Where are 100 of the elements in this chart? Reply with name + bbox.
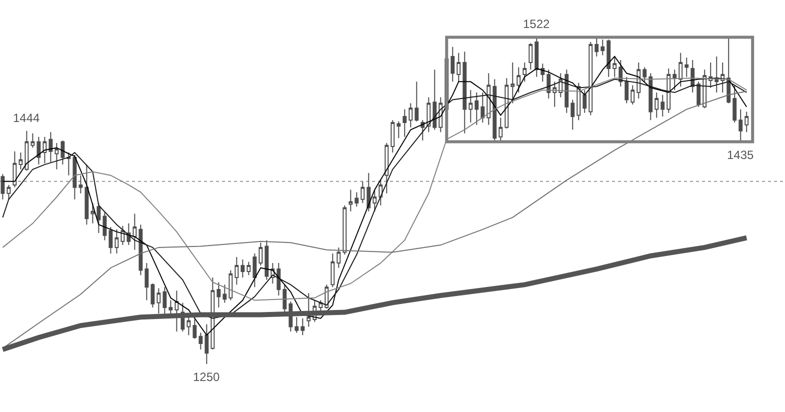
candlestick xyxy=(402,108,407,138)
candlestick xyxy=(90,202,95,224)
candlestick xyxy=(576,82,581,121)
candlestick xyxy=(84,164,89,226)
candlestick xyxy=(372,189,377,212)
candlestick xyxy=(528,42,533,70)
candlestick xyxy=(510,62,515,104)
candlestick xyxy=(354,192,359,208)
candlestick xyxy=(654,92,659,118)
candlestick xyxy=(552,81,557,108)
candlestick xyxy=(420,120,425,142)
candlestick xyxy=(48,132,53,163)
candlestick xyxy=(648,72,653,121)
candlestick xyxy=(474,92,479,126)
candlestick xyxy=(264,240,269,280)
candlestick xyxy=(132,213,137,250)
candlestick xyxy=(54,142,59,170)
candlestick xyxy=(198,332,203,350)
candlestick xyxy=(630,84,635,105)
candlestick xyxy=(708,62,713,88)
candlestick xyxy=(504,78,509,130)
candlestick xyxy=(612,56,617,78)
candlestick xyxy=(738,108,743,142)
candlestick xyxy=(396,120,401,139)
candlestick xyxy=(216,282,221,308)
candlestick xyxy=(696,81,701,108)
candlestick xyxy=(60,140,65,166)
candlestick xyxy=(414,81,419,122)
candlestick xyxy=(432,69,437,130)
candlestick xyxy=(588,42,593,116)
candlestick xyxy=(720,62,725,93)
candlestick xyxy=(330,252,335,288)
candlestick xyxy=(450,46,455,82)
candlestick xyxy=(582,90,587,114)
candlestick xyxy=(666,68,671,114)
candlestick xyxy=(252,252,257,288)
candlestick xyxy=(138,224,143,276)
candlestick xyxy=(0,174,5,200)
candlestick xyxy=(732,84,737,124)
candlestick xyxy=(492,78,497,142)
candlestick xyxy=(174,290,179,332)
candlestick xyxy=(684,57,689,78)
candlestick xyxy=(426,96,431,133)
annotation: 1250 xyxy=(193,370,220,384)
candlestick xyxy=(6,184,11,200)
candlestick xyxy=(390,120,395,154)
candlestick xyxy=(120,225,125,246)
candlestick xyxy=(72,154,77,200)
candlestick xyxy=(18,152,23,170)
candlestick xyxy=(96,202,101,234)
annotation: 1522 xyxy=(523,17,550,31)
candlestick xyxy=(240,258,245,278)
candlestick xyxy=(534,36,539,78)
candlestick xyxy=(540,63,545,82)
candlestick xyxy=(30,132,35,148)
candlestick xyxy=(300,318,305,336)
candlestick xyxy=(360,180,365,204)
candlestick xyxy=(594,38,599,57)
candlestick xyxy=(456,52,461,82)
candlestick xyxy=(36,136,41,166)
candlestick xyxy=(222,284,227,304)
candlestick xyxy=(192,319,197,340)
annotation: 1444 xyxy=(13,111,40,125)
candlestick xyxy=(726,38,731,104)
candlestick xyxy=(378,180,383,206)
candlestick xyxy=(744,111,749,133)
candlestick xyxy=(282,284,287,313)
candlestick xyxy=(714,56,719,93)
candlestick xyxy=(498,117,503,142)
candlestick xyxy=(624,76,629,104)
candlestick xyxy=(462,51,467,134)
candlestick xyxy=(204,324,209,364)
candlestick xyxy=(294,316,299,334)
candlestick xyxy=(606,39,611,78)
candlestick xyxy=(276,262,281,296)
candlestick xyxy=(564,69,569,114)
candlestick xyxy=(306,292,311,328)
candlestick xyxy=(108,226,113,254)
candlestick xyxy=(144,262,149,301)
candlestick xyxy=(348,189,353,212)
candlestick xyxy=(24,130,29,172)
candlestick xyxy=(600,39,605,56)
candlestick xyxy=(342,204,347,256)
candlestick xyxy=(156,288,161,314)
candlestick xyxy=(570,99,575,130)
candlestick xyxy=(522,62,527,82)
candlestick xyxy=(366,172,371,212)
candlestick xyxy=(162,286,167,316)
candlestick xyxy=(12,150,17,188)
candlestick xyxy=(468,90,473,124)
candlestick xyxy=(660,94,665,118)
candlestick xyxy=(672,69,677,91)
candlestick xyxy=(642,66,647,82)
candlestick xyxy=(102,212,107,241)
candlestick xyxy=(114,228,119,254)
candlestick xyxy=(246,261,251,276)
candlestick xyxy=(678,52,683,87)
candlestick xyxy=(384,142,389,194)
candlestick xyxy=(78,174,83,194)
candlestick xyxy=(336,246,341,268)
